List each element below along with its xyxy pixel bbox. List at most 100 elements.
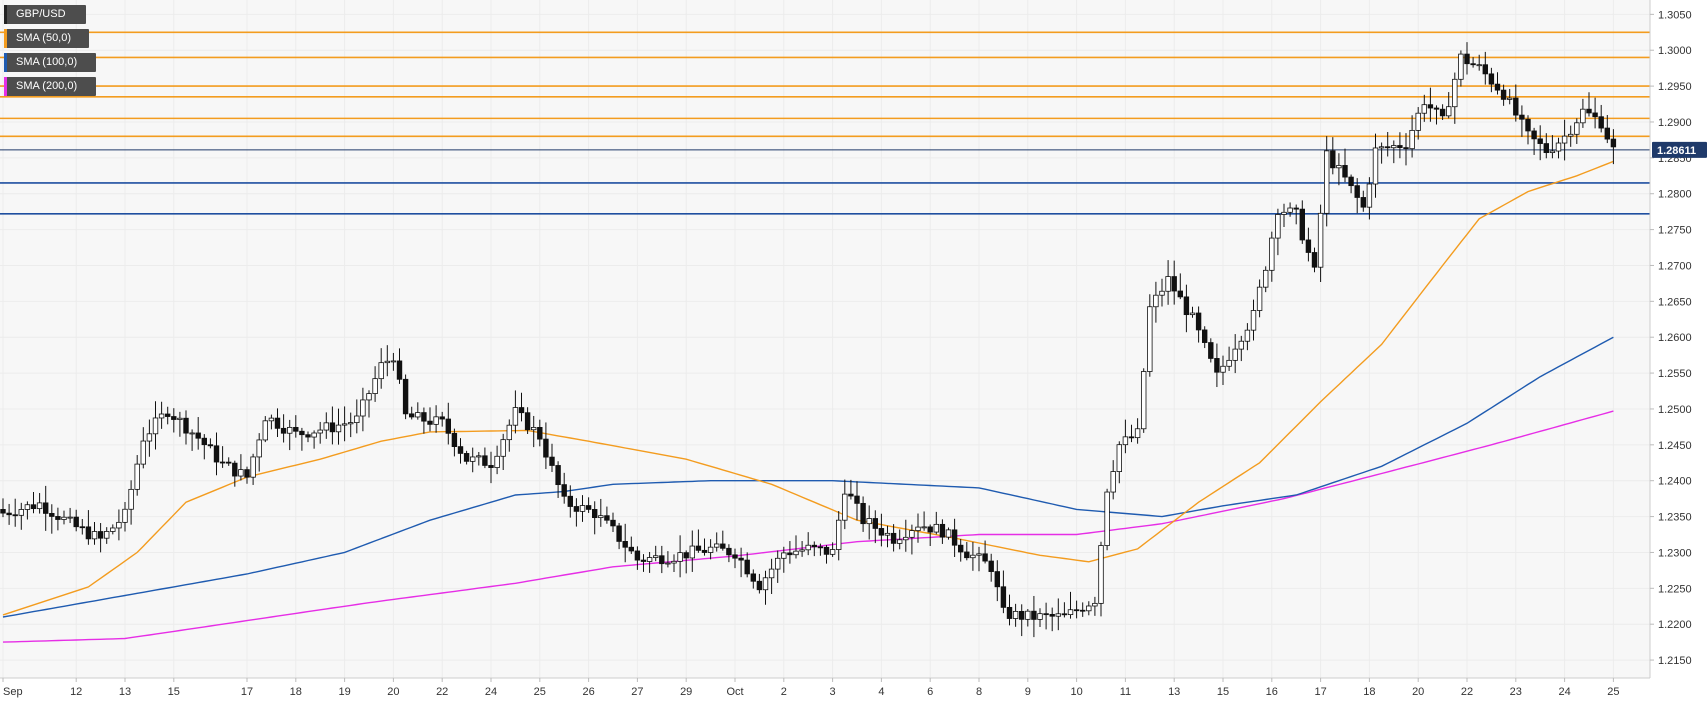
bearish-candle-body xyxy=(573,506,580,512)
bullish-candle-body xyxy=(158,413,165,419)
candle xyxy=(1122,419,1129,454)
bullish-candle-body xyxy=(884,532,891,536)
candle xyxy=(1159,278,1165,307)
candle xyxy=(1482,51,1488,85)
candle xyxy=(872,510,878,544)
bullish-candle-body xyxy=(128,488,134,510)
candle xyxy=(1195,306,1202,343)
candle xyxy=(1061,602,1068,618)
candle xyxy=(817,543,824,556)
bullish-candle-body xyxy=(146,433,153,442)
candle xyxy=(6,503,12,525)
candle xyxy=(823,545,830,564)
candle xyxy=(512,390,519,434)
bullish-candle-body xyxy=(134,463,140,490)
y-tick-label: 1.3050 xyxy=(1658,9,1692,21)
candle xyxy=(811,541,817,557)
x-tick-label: 15 xyxy=(168,686,180,698)
last-price-tag-label: 1.28611 xyxy=(1657,145,1696,157)
bullish-candle-body xyxy=(707,546,714,553)
candle xyxy=(488,451,494,484)
candle xyxy=(1385,132,1391,157)
bearish-candle-body xyxy=(171,416,177,420)
candle xyxy=(927,524,933,546)
candle xyxy=(146,419,153,457)
bearish-candle-body xyxy=(421,412,427,422)
candle xyxy=(213,432,220,476)
bearish-candle-body xyxy=(244,469,250,478)
candle xyxy=(1202,326,1208,349)
horizontal-levels xyxy=(0,31,1650,215)
legend-item[interactable]: GBP/USD xyxy=(4,5,86,24)
y-tick-label: 1.2450 xyxy=(1658,440,1692,452)
bullish-candle-body xyxy=(1122,436,1129,446)
candle xyxy=(982,540,988,564)
bearish-candle-body xyxy=(299,430,305,436)
legend-label: SMA (50,0) xyxy=(16,32,72,44)
x-tick-label: 13 xyxy=(1168,686,1180,698)
bearish-candle-body xyxy=(1531,130,1537,140)
candle xyxy=(970,541,976,571)
candle xyxy=(1012,603,1019,627)
candle xyxy=(1244,323,1251,351)
legend-item[interactable]: SMA (200,0) xyxy=(4,77,96,96)
bearish-candle-body xyxy=(1439,108,1446,117)
bullish-candle-body xyxy=(323,422,329,431)
legend-item[interactable]: SMA (100,0) xyxy=(4,53,96,72)
bearish-candle-body xyxy=(79,526,85,529)
y-tick-label: 1.2400 xyxy=(1658,476,1692,488)
candle xyxy=(866,505,872,540)
bullish-candle-body xyxy=(1165,276,1171,292)
candle xyxy=(683,550,689,574)
bullish-candle-body xyxy=(189,432,195,435)
bullish-candle-body xyxy=(268,417,275,422)
bullish-candle-body xyxy=(915,526,921,531)
candle xyxy=(762,570,769,605)
bearish-candle-body xyxy=(201,437,207,446)
bearish-candle-body xyxy=(482,455,488,466)
x-tick-label: 4 xyxy=(878,686,884,698)
candle xyxy=(1293,204,1299,225)
bullish-candle-body xyxy=(286,426,293,434)
bearish-candle-body xyxy=(817,546,824,549)
legend-item[interactable]: SMA (50,0) xyxy=(4,29,89,48)
candle xyxy=(329,406,336,445)
y-tick-label: 1.2350 xyxy=(1658,512,1692,524)
bearish-candle-body xyxy=(543,438,549,458)
candle xyxy=(110,524,116,535)
candle xyxy=(714,532,720,552)
x-tick-label: Oct xyxy=(726,686,743,698)
candle xyxy=(1500,84,1507,106)
candle xyxy=(1397,132,1403,159)
candle xyxy=(341,406,348,442)
candle xyxy=(976,546,982,572)
candle xyxy=(616,522,622,550)
bullish-candle-body xyxy=(18,509,24,516)
candle xyxy=(122,501,128,532)
bearish-candle-body xyxy=(85,526,92,540)
bearish-candle-body xyxy=(1525,118,1531,132)
bearish-candle-body xyxy=(1610,138,1617,148)
candle xyxy=(1439,104,1446,120)
bullish-candle-body xyxy=(1238,340,1244,350)
candle xyxy=(1507,88,1513,105)
candle xyxy=(750,569,756,589)
candle xyxy=(1238,335,1244,362)
bullish-candle-body xyxy=(781,552,787,559)
bearish-candle-body xyxy=(634,550,641,561)
x-tick-label: 24 xyxy=(485,686,497,698)
bullish-candle-body xyxy=(347,422,354,425)
y-tick-label: 1.2250 xyxy=(1658,583,1692,595)
candle xyxy=(402,374,409,420)
bullish-candle-body xyxy=(921,526,927,529)
candle xyxy=(707,539,714,560)
bullish-candle-body xyxy=(1561,135,1568,144)
candle xyxy=(1226,346,1232,371)
bullish-candle-body xyxy=(500,439,506,457)
candle xyxy=(1360,190,1366,212)
bullish-candle-body xyxy=(360,399,366,417)
candle xyxy=(225,457,232,466)
candle xyxy=(1269,231,1275,282)
bearish-candle-body xyxy=(659,555,665,565)
